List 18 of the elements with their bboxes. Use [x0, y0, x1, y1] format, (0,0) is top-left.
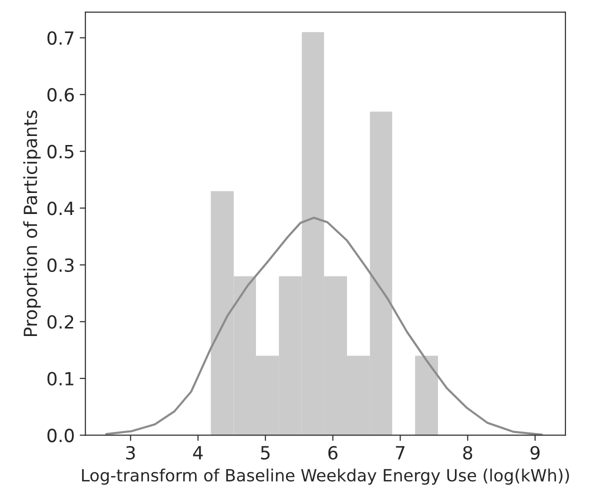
x-tick-label: 6	[328, 446, 338, 460]
y-axis-title: Proportion of Participants	[23, 110, 41, 336]
y-tick-label: 0.5	[47, 144, 74, 158]
line-series	[105, 216, 543, 436]
y-tick-label: 0.1	[47, 372, 74, 386]
x-axis-title: Log-transform of Baseline Weekday Energy Use (log(kWh))	[82, 468, 569, 485]
y-tick-label: 0.3	[47, 258, 74, 272]
y-tick-label: 0.0	[47, 428, 74, 442]
y-tick-label: 0.4	[47, 202, 74, 216]
x-tick-label: 3	[126, 446, 135, 460]
x-tick-label: 5	[261, 446, 270, 460]
x-tick-label: 7	[396, 446, 404, 460]
x-tick-label: 9	[530, 446, 540, 460]
x-tick-label: 8	[463, 446, 472, 460]
y-tick-label: 0.2	[47, 315, 74, 329]
y-tick-label: 0.6	[47, 88, 74, 102]
y-tick-label: 0.7	[47, 31, 74, 45]
x-tick-label: 4	[193, 446, 203, 460]
